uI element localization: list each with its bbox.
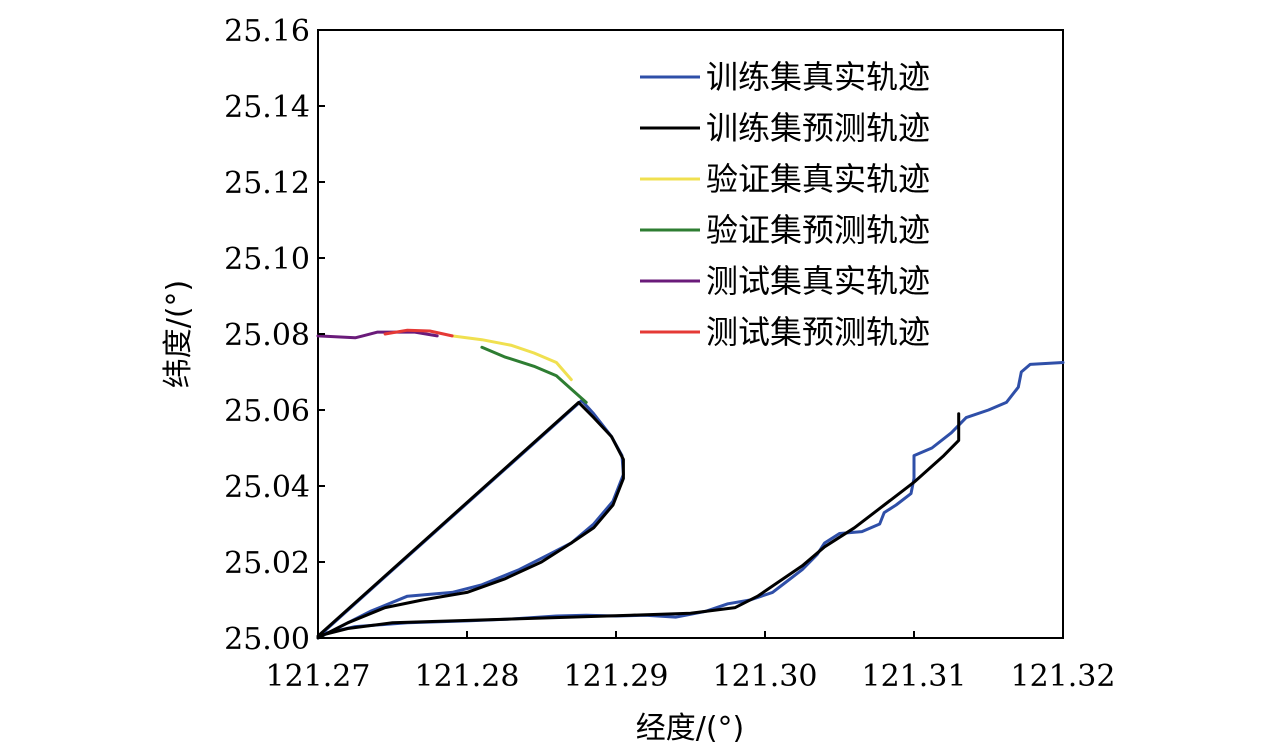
x-tick-label: 121.28: [415, 659, 520, 694]
x-axis-ticks: 121.27 121.28 121.29 121.30 121.31 121.32: [266, 631, 1116, 694]
x-tick-label: 121.29: [564, 659, 669, 694]
x-tick-label: 121.32: [1011, 659, 1116, 694]
series-line-5: [383, 328, 454, 338]
legend-label: 验证集预测轨迹: [706, 211, 930, 249]
series-line-1: [316, 400, 961, 640]
y-tick-label: 25.06: [224, 394, 310, 429]
y-tick-label: 25.04: [224, 470, 310, 505]
series-line-4: [316, 330, 439, 340]
series-line-2: [450, 334, 573, 382]
series-layer: [316, 328, 1065, 640]
y-tick-label: 25.10: [224, 242, 310, 277]
legend-label: 测试集预测轨迹: [706, 313, 930, 351]
y-tick-label: 25.14: [224, 90, 310, 125]
x-tick-label: 121.30: [713, 659, 818, 694]
x-tick-label: 121.31: [862, 659, 967, 694]
legend-label: 测试集真实轨迹: [706, 262, 930, 300]
legend-label: 验证集真实轨迹: [706, 160, 930, 198]
y-axis-label: 纬度/(°): [161, 280, 196, 389]
legend-label: 训练集预测轨迹: [706, 109, 930, 147]
y-axis-ticks: 25.00 25.02 25.04 25.06 25.08 25.10 25.12 25.14…: [224, 14, 325, 657]
y-tick-label: 25.00: [224, 622, 310, 657]
x-tick-label: 121.27: [266, 659, 371, 694]
y-tick-label: 25.16: [224, 14, 310, 49]
legend-label: 训练集真实轨迹: [706, 58, 930, 96]
y-tick-label: 25.02: [224, 546, 310, 581]
series-line-3: [480, 345, 588, 404]
y-tick-label: 25.12: [224, 166, 310, 201]
y-tick-label: 25.08: [224, 318, 310, 353]
x-axis-label: 经度/(°): [636, 711, 745, 746]
series-line-0: [316, 361, 1065, 640]
legend: 训练集真实轨迹训练集预测轨迹验证集真实轨迹验证集预测轨迹测试集真实轨迹测试集预测…: [640, 58, 930, 351]
